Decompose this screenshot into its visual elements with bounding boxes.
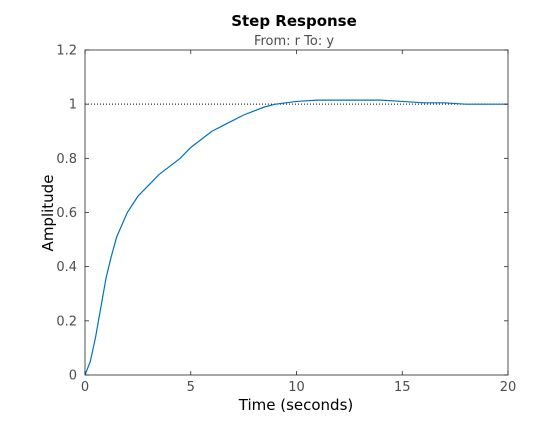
series-line-0 bbox=[84, 99, 508, 376]
chart-subtitle: From: r To: y bbox=[254, 34, 334, 49]
x-tick-label: 10 bbox=[288, 380, 305, 395]
x-tick-label: 5 bbox=[187, 380, 195, 395]
y-tick-label: 0.6 bbox=[56, 206, 77, 221]
ticks-group: 0 5 10 15 20 0 0.2 0.4 0.6 0.8 1 1.2 bbox=[56, 44, 516, 396]
y-tick-label: 1.2 bbox=[56, 44, 77, 59]
y-axis-label: Amplitude bbox=[39, 175, 57, 252]
plot-area bbox=[84, 49, 509, 376]
x-tick-label: 15 bbox=[394, 380, 411, 395]
y-tick-label: 1 bbox=[69, 98, 77, 113]
x-tick-label: 0 bbox=[81, 380, 89, 395]
y-tick-label: 0.4 bbox=[56, 260, 77, 275]
y-tick-label: 0.2 bbox=[56, 314, 77, 329]
x-axis-label: Time (seconds) bbox=[238, 396, 354, 414]
y-tick-label: 0 bbox=[69, 369, 77, 384]
series-group bbox=[84, 99, 508, 376]
chart-title: Step Response bbox=[231, 12, 357, 30]
y-tick-label: 0.8 bbox=[56, 152, 77, 167]
x-tick-label: 20 bbox=[500, 380, 517, 395]
